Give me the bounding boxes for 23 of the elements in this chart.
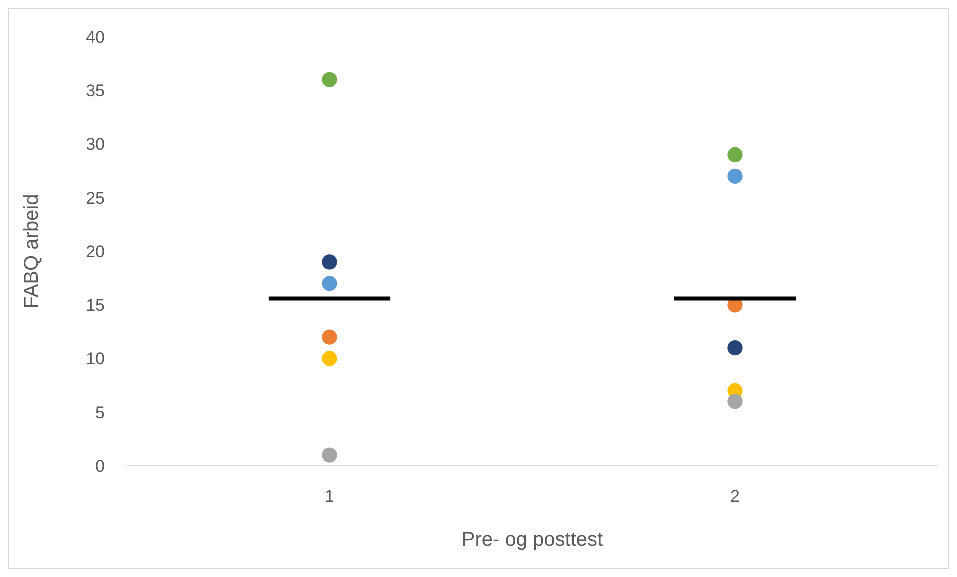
- x-tick-label: 2: [730, 487, 740, 506]
- point: [728, 147, 743, 163]
- point: [728, 394, 743, 410]
- y-tick-label: 0: [96, 456, 105, 476]
- y-tick-label: 30: [86, 135, 105, 154]
- point: [322, 351, 338, 366]
- x-axis-title: Pre- og posttest: [462, 529, 604, 551]
- y-tick-label: 15: [86, 296, 105, 316]
- point: [728, 340, 743, 356]
- y-tick-label: 25: [86, 188, 105, 208]
- point: [322, 254, 338, 270]
- y-axis-title: FABQ arbeid: [21, 194, 43, 309]
- point: [322, 276, 338, 292]
- y-tick-label: 5: [96, 403, 105, 422]
- y-tick-label: 40: [86, 28, 105, 47]
- point: [322, 330, 338, 345]
- y-tick-label: 20: [86, 242, 105, 262]
- x-tick-label: 1: [325, 487, 334, 506]
- point: [728, 168, 743, 184]
- y-tick-label: 35: [86, 82, 105, 101]
- point: [322, 72, 338, 88]
- point: [322, 448, 338, 463]
- y-tick-label: 10: [86, 350, 105, 369]
